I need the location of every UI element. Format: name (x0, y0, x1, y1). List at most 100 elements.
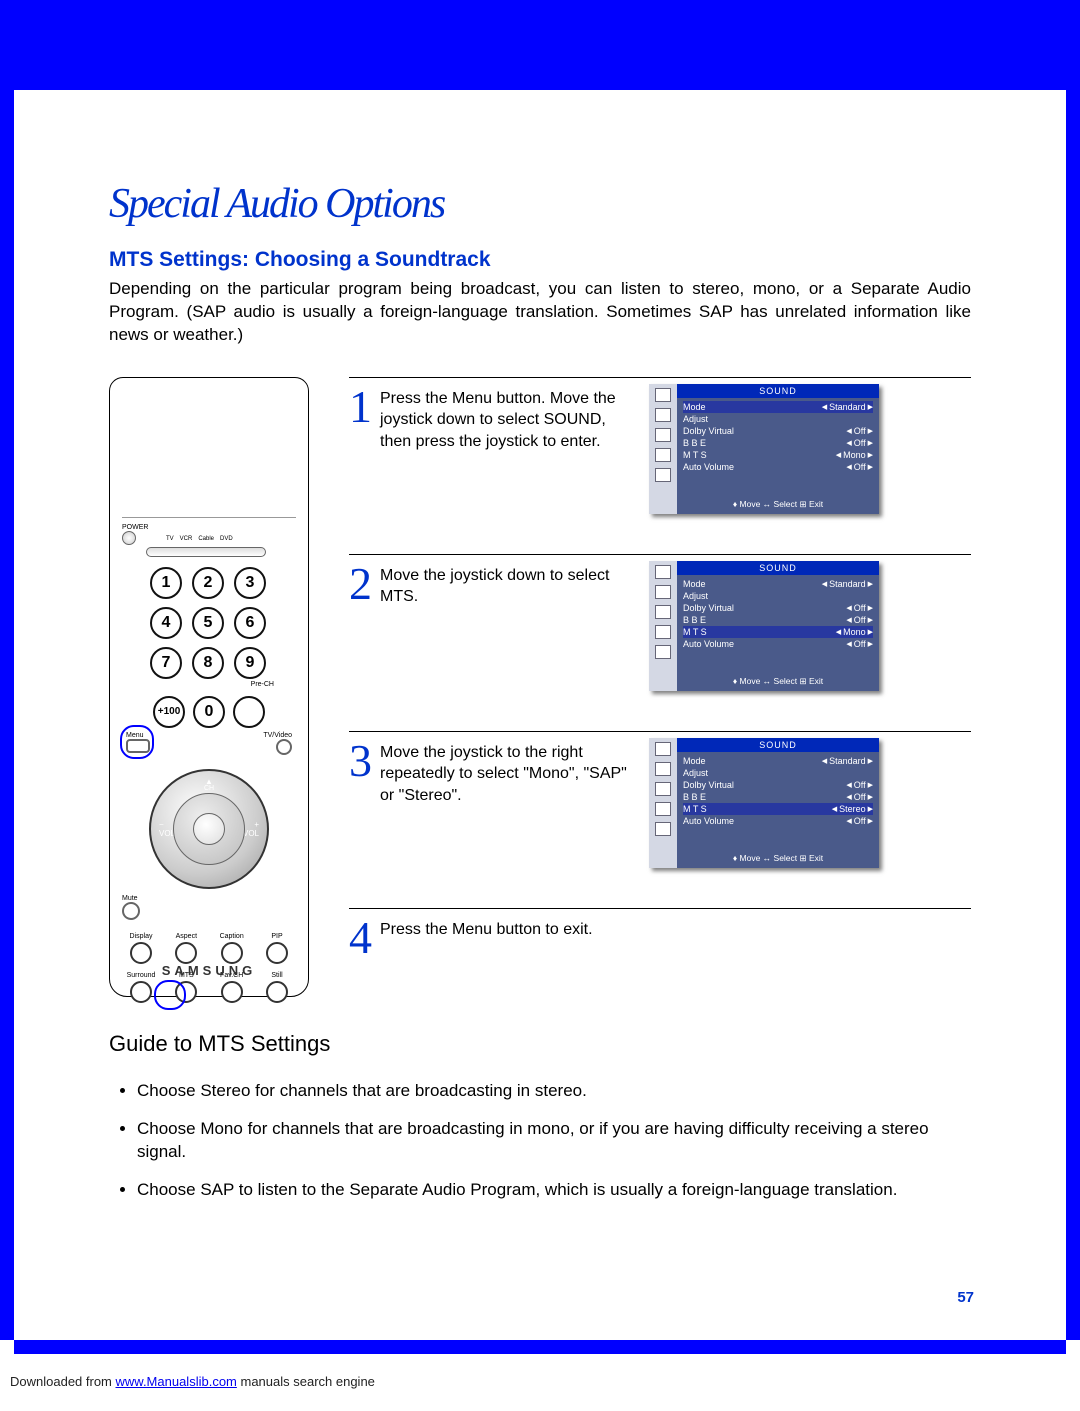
footer-pre: Downloaded from (10, 1374, 116, 1389)
intro-paragraph: Depending on the particular program bein… (109, 278, 971, 347)
main-row: POWER TV VCR Cable DVD 1 2 3 4 5 (109, 377, 971, 1001)
pip-label: PIP (271, 933, 282, 940)
device-dvd: DVD (220, 536, 233, 542)
footer-post: manuals search engine (237, 1374, 375, 1389)
surround-button[interactable] (130, 981, 152, 1003)
display-col: Display (126, 933, 156, 964)
osd-iconbar (649, 384, 677, 514)
aspect-button[interactable] (175, 942, 197, 964)
osd-label: Dolby Virtual (683, 603, 734, 613)
caption-button[interactable] (221, 942, 243, 964)
caption-label: Caption (220, 933, 244, 940)
osd-label: Adjust (683, 414, 708, 424)
tvvideo-button[interactable] (276, 739, 292, 755)
num-0[interactable]: 0 (193, 696, 225, 728)
osd-row: M T S◀ Mono ▶ (683, 449, 873, 461)
numpad: 1 2 3 4 5 6 7 8 9 (122, 567, 296, 679)
caption-col: Caption (217, 933, 247, 964)
osd-panel: SOUNDMode◀ Standard ▶AdjustDolby Virtual… (649, 738, 879, 868)
joystick-center[interactable] (193, 813, 225, 845)
osd-body: SOUNDMode◀ Standard ▶AdjustDolby Virtual… (677, 738, 879, 868)
osd-icon (655, 822, 671, 836)
device-switch[interactable] (146, 547, 266, 557)
osd-icon (655, 408, 671, 422)
osd-value: ◀ Mono ▶ (836, 450, 873, 460)
display-label: Display (130, 933, 153, 940)
num-6[interactable]: 6 (234, 607, 266, 639)
prech-button[interactable] (233, 696, 265, 728)
osd-label: Dolby Virtual (683, 426, 734, 436)
osd-value: ◀ Off ▶ (846, 792, 873, 802)
osd-value: ◀ Off ▶ (846, 603, 873, 613)
num-4[interactable]: 4 (150, 607, 182, 639)
osd-label: Auto Volume (683, 816, 734, 826)
osd-label: Mode (683, 756, 706, 766)
guide-list: Choose Stereo for channels that are broa… (109, 1079, 971, 1202)
joystick[interactable]: ▲ CH −VOL +VOL (149, 769, 269, 889)
osd-value: ◀ Off ▶ (846, 426, 873, 436)
step-text: Press the Menu button to exit. (380, 915, 593, 961)
step-left: 3Move the joystick to the right repeated… (349, 738, 629, 807)
numrow-bottom: +100 0 (122, 696, 296, 728)
osd-value: ◀ Standard ▶ (822, 756, 873, 766)
guide-heading: Guide to MTS Settings (109, 1031, 971, 1057)
device-labels: TV VCR Cable DVD (166, 536, 233, 542)
power-button[interactable] (122, 531, 136, 545)
num-7[interactable]: 7 (150, 647, 182, 679)
step-text: Press the Menu button. Move the joystick… (380, 384, 629, 453)
mute-label: Mute (122, 895, 296, 902)
plus100-button[interactable]: +100 (153, 696, 185, 728)
osd-value: ◀ Stereo ▶ (832, 804, 873, 814)
osd-body: SOUNDMode◀ Standard ▶AdjustDolby Virtual… (677, 561, 879, 691)
osd-icon (655, 762, 671, 776)
osd-icon (655, 585, 671, 599)
joystick-wrap: ▲ CH −VOL +VOL (122, 769, 296, 889)
menu-highlight (120, 725, 154, 759)
osd-label: Adjust (683, 768, 708, 778)
section-subtitle: MTS Settings: Choosing a Soundtrack (109, 248, 971, 272)
still-button[interactable] (266, 981, 288, 1003)
osd-title: SOUND (677, 384, 879, 398)
osd-row: Auto Volume◀ Off ▶ (683, 815, 873, 827)
num-5[interactable]: 5 (192, 607, 224, 639)
remote-top (122, 388, 296, 518)
step-number: 2 (349, 561, 372, 608)
osd-icon (655, 388, 671, 402)
osd-label: B B E (683, 615, 706, 625)
num-2[interactable]: 2 (192, 567, 224, 599)
pip-button[interactable] (266, 942, 288, 964)
display-button[interactable] (130, 942, 152, 964)
num-3[interactable]: 3 (234, 567, 266, 599)
guide-item: Choose SAP to listen to the Separate Aud… (137, 1178, 971, 1202)
osd-icon (655, 802, 671, 816)
osd-row: Mode ◀ Standard ▶ (683, 755, 873, 767)
mute-button[interactable] (122, 902, 140, 920)
aspect-col: Aspect (171, 933, 201, 964)
osd-row: Mode◀ Standard ▶ (683, 578, 873, 590)
step-text: Move the joystick to the right repeatedl… (380, 738, 629, 807)
osd-icon (655, 605, 671, 619)
page: Special Audio Options MTS Settings: Choo… (0, 0, 1080, 1340)
osd-icon (655, 645, 671, 659)
favch-button[interactable] (221, 981, 243, 1003)
num-1[interactable]: 1 (150, 567, 182, 599)
osd-help: ♦ Move ↔ Select ⊞ Exit (683, 849, 873, 864)
osd-label: Dolby Virtual (683, 780, 734, 790)
device-vcr: VCR (180, 536, 193, 542)
remote-body: POWER TV VCR Cable DVD 1 2 3 4 5 (109, 377, 309, 997)
osd-label: Auto Volume (683, 639, 734, 649)
osd-value: ◀ Standard ▶ (822, 402, 873, 412)
osd-icon (655, 428, 671, 442)
osd-row: M T S◀ Stereo ▶ (683, 803, 873, 815)
num-8[interactable]: 8 (192, 647, 224, 679)
footer-link[interactable]: www.Manualslib.com (116, 1374, 237, 1389)
osd-iconbar (649, 738, 677, 868)
page-title: Special Audio Options (109, 180, 971, 228)
guide-item: Choose Mono for channels that are broadc… (137, 1117, 971, 1165)
osd-icon (655, 742, 671, 756)
step-number: 3 (349, 738, 372, 807)
aspect-label: Aspect (176, 933, 197, 940)
osd-row: Mode◀ Standard ▶ (683, 401, 873, 413)
num-9[interactable]: 9 (234, 647, 266, 679)
osd-help: ♦ Move ↔ Select ⊞ Exit (683, 495, 873, 510)
